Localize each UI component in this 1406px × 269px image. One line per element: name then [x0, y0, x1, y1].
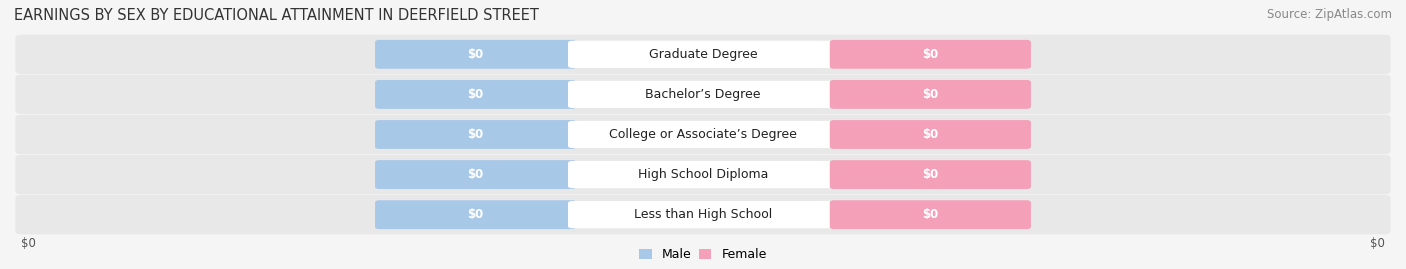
FancyBboxPatch shape [830, 40, 1031, 69]
Text: $0: $0 [922, 168, 938, 181]
FancyBboxPatch shape [375, 40, 576, 69]
FancyBboxPatch shape [830, 200, 1031, 229]
FancyBboxPatch shape [15, 75, 1391, 114]
Text: $0: $0 [468, 48, 484, 61]
FancyBboxPatch shape [375, 160, 576, 189]
Text: Bachelor’s Degree: Bachelor’s Degree [645, 88, 761, 101]
FancyBboxPatch shape [568, 201, 838, 228]
FancyBboxPatch shape [375, 200, 576, 229]
FancyBboxPatch shape [568, 121, 838, 148]
Text: $0: $0 [468, 128, 484, 141]
Text: $0: $0 [468, 208, 484, 221]
Text: College or Associate’s Degree: College or Associate’s Degree [609, 128, 797, 141]
Text: High School Diploma: High School Diploma [638, 168, 768, 181]
FancyBboxPatch shape [568, 161, 838, 188]
FancyBboxPatch shape [375, 120, 576, 149]
Text: Source: ZipAtlas.com: Source: ZipAtlas.com [1267, 8, 1392, 21]
Text: $0: $0 [468, 88, 484, 101]
FancyBboxPatch shape [568, 41, 838, 68]
Text: $0: $0 [21, 237, 35, 250]
Legend: Male, Female: Male, Female [640, 248, 766, 261]
Text: $0: $0 [1371, 237, 1385, 250]
Text: $0: $0 [922, 48, 938, 61]
FancyBboxPatch shape [15, 35, 1391, 74]
FancyBboxPatch shape [15, 155, 1391, 194]
FancyBboxPatch shape [568, 81, 838, 108]
FancyBboxPatch shape [15, 195, 1391, 234]
Text: $0: $0 [468, 168, 484, 181]
Text: $0: $0 [922, 88, 938, 101]
FancyBboxPatch shape [830, 160, 1031, 189]
Text: $0: $0 [922, 128, 938, 141]
FancyBboxPatch shape [830, 80, 1031, 109]
FancyBboxPatch shape [15, 115, 1391, 154]
FancyBboxPatch shape [375, 80, 576, 109]
Text: Less than High School: Less than High School [634, 208, 772, 221]
Text: Graduate Degree: Graduate Degree [648, 48, 758, 61]
Text: $0: $0 [922, 208, 938, 221]
Text: EARNINGS BY SEX BY EDUCATIONAL ATTAINMENT IN DEERFIELD STREET: EARNINGS BY SEX BY EDUCATIONAL ATTAINMEN… [14, 8, 538, 23]
FancyBboxPatch shape [830, 120, 1031, 149]
